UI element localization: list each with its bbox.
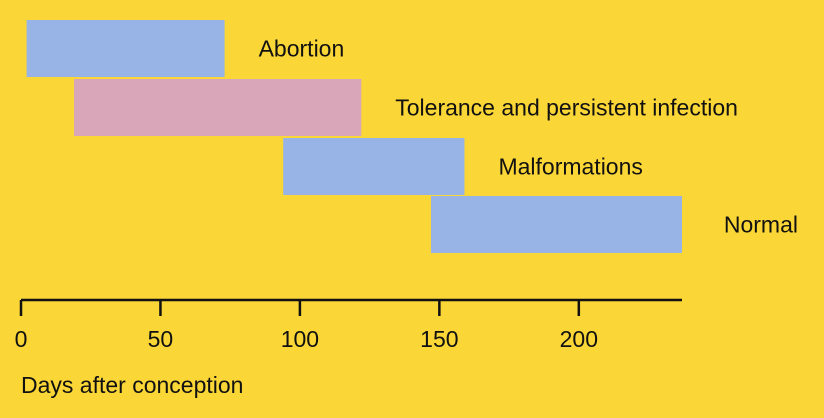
bar-labels-group: Abortion Tolerance and persistent infecti…: [259, 36, 798, 238]
bar-label-normal: Normal: [724, 212, 798, 238]
x-tick-label-150: 150: [420, 326, 458, 352]
bar-abortion: [26, 20, 225, 77]
x-tick-label-0: 0: [15, 326, 28, 352]
bar-normal: [430, 196, 682, 253]
bar-label-abortion: Abortion: [259, 36, 345, 62]
bars-group: [26, 20, 682, 253]
bar-tolerance-and-persistent-infection: [73, 79, 362, 136]
x-axis-label: Days after conception: [21, 372, 243, 398]
bar-malformations: [283, 138, 465, 195]
x-ticks-group: 0 50 100 150 200: [15, 300, 598, 352]
x-tick-label-200: 200: [560, 326, 598, 352]
bar-label-tolerance-and-persistent-infection: Tolerance and persistent infection: [395, 95, 738, 121]
bar-label-malformations: Malformations: [498, 154, 642, 180]
x-tick-label-50: 50: [148, 326, 174, 352]
x-tick-label-100: 100: [281, 326, 319, 352]
